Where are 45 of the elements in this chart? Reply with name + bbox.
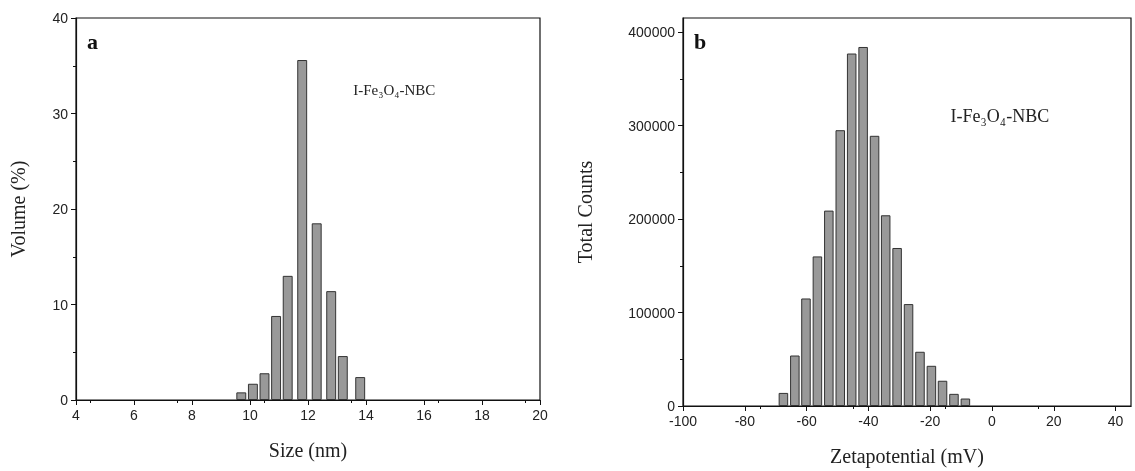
annotation: b <box>694 28 707 54</box>
x-tick-label: 40 <box>1107 413 1124 429</box>
bar <box>869 135 880 406</box>
x-axis-title: Zetapotential (mV) <box>830 445 984 468</box>
y-axis-title: Total Counts <box>574 160 596 264</box>
y-tick-label: 40 <box>52 10 69 26</box>
x-tick-label: 16 <box>416 407 432 423</box>
x-tick-label: 6 <box>130 407 139 423</box>
x-tick-label: 18 <box>474 407 490 423</box>
y-tick-label: 20 <box>52 201 69 217</box>
annotation: I-Fe₃O₄-NBC <box>353 81 436 98</box>
x-tick-label: -80 <box>734 413 756 429</box>
x-tick-label: 14 <box>358 407 374 423</box>
annotation: I-Fe₃O₄-NBC <box>950 106 1050 126</box>
x-tick-label: -60 <box>796 413 817 429</box>
bar <box>937 380 948 406</box>
y-tick-label: 0 <box>60 392 69 408</box>
y-tick-label: 30 <box>52 105 69 122</box>
x-tick-label: 12 <box>300 407 316 423</box>
x-tick-label: 20 <box>1045 413 1062 429</box>
y-tick-label: 400000 <box>628 24 676 41</box>
bar <box>778 392 789 406</box>
bar <box>236 392 247 400</box>
x-tick-label: 0 <box>988 413 997 429</box>
y-axis-title: Volume (%) <box>7 160 30 258</box>
y-tick-label: 100000 <box>628 304 676 321</box>
x-tick-label: 4 <box>72 407 81 423</box>
x-tick-label: 20 <box>532 407 548 423</box>
y-tick-label: 200000 <box>628 211 676 228</box>
bar <box>311 223 322 400</box>
bar <box>297 60 308 400</box>
y-tick-label: 300000 <box>628 117 676 134</box>
x-axis-title: Size (nm) <box>268 439 348 462</box>
bar <box>355 377 366 400</box>
bar <box>326 291 337 400</box>
x-tick-label: 8 <box>188 407 197 423</box>
x-tick-label: -20 <box>920 413 941 429</box>
bar <box>282 275 293 400</box>
bar <box>903 304 914 406</box>
bar <box>337 356 348 400</box>
x-tick-label: 10 <box>242 407 258 423</box>
y-tick-label: 10 <box>52 296 69 313</box>
x-tick-label: -40 <box>858 413 879 429</box>
annotation: a <box>87 28 98 54</box>
x-tick-label: -100 <box>668 413 698 429</box>
